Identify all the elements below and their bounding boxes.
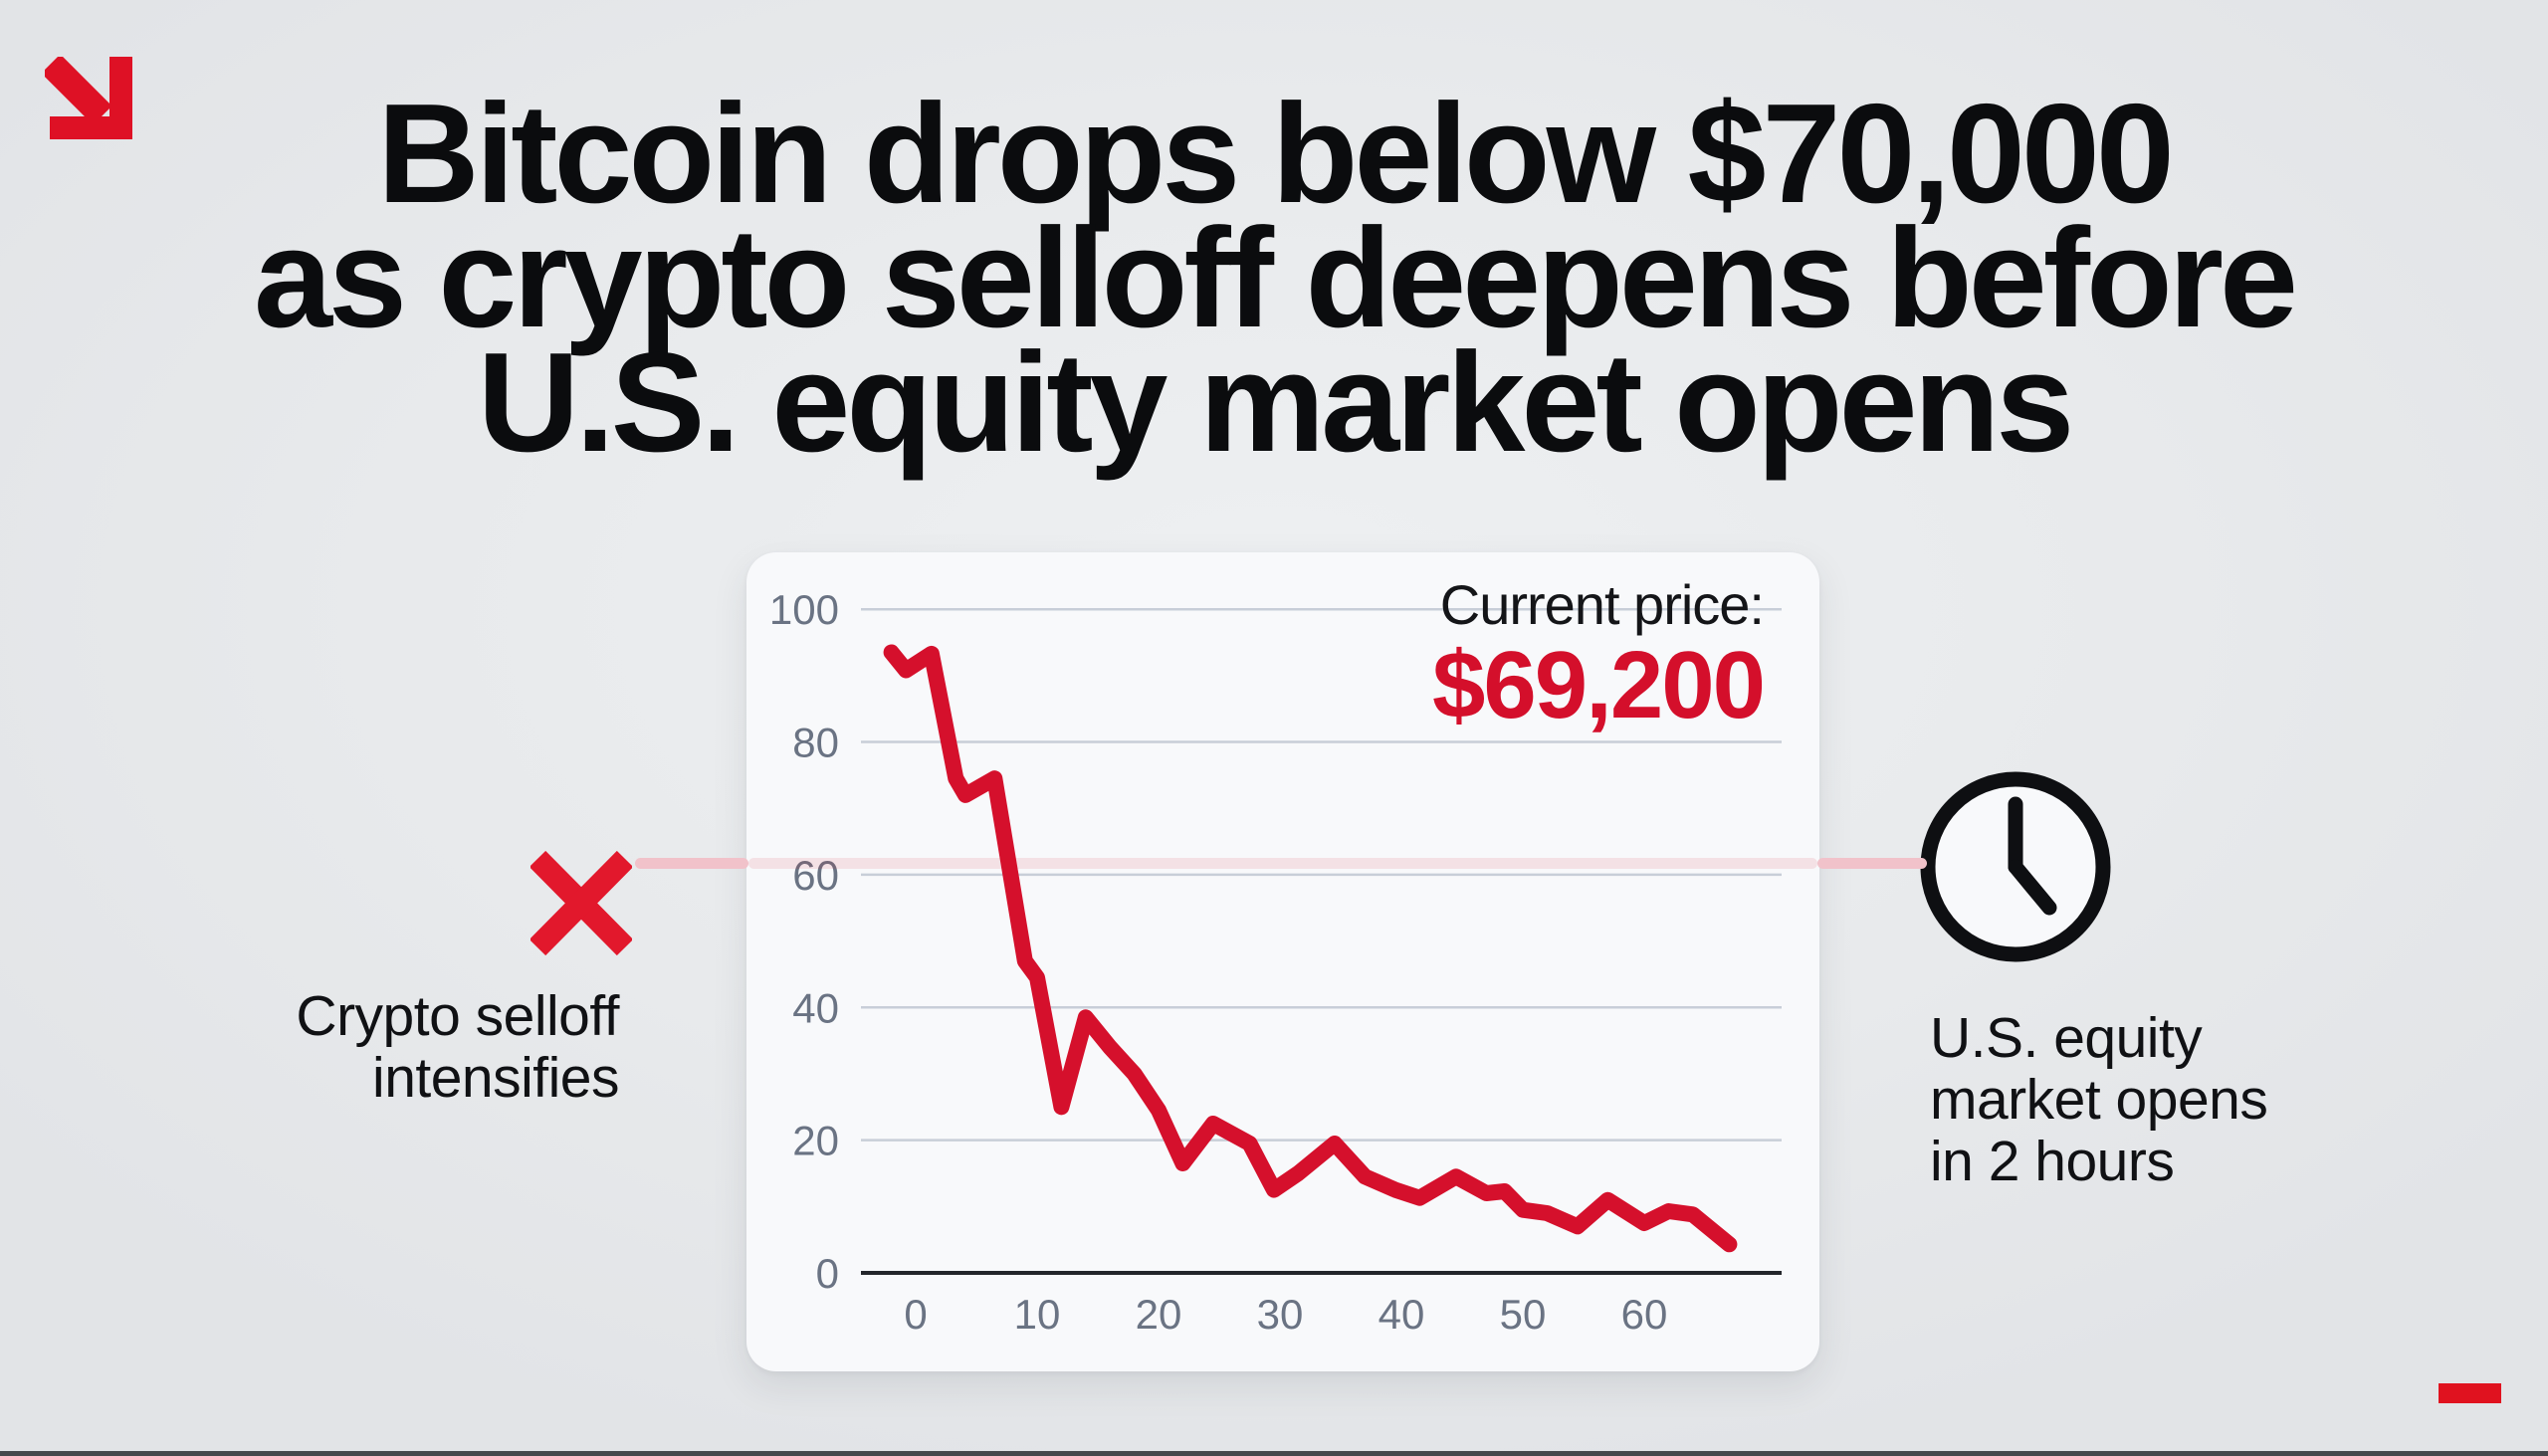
y-tick-label-40: 40 [792,984,839,1031]
current-price-label: Current price: [1439,573,1765,636]
x-icon [531,851,632,955]
x-tick-label-60: 60 [1621,1291,1668,1338]
y-tick-label-0: 0 [816,1250,839,1297]
left-callout-text: Crypto selloff intensifies [179,985,619,1109]
x-tick-label-40: 40 [1379,1291,1425,1338]
x-tick-label-10: 10 [1014,1291,1061,1338]
bitcoin-price-line-chart: 0 20 40 60 80 100 0 10 20 30 40 50 60 [769,586,1782,1338]
y-tick-label-60: 60 [792,852,839,899]
x-tick-label-30: 30 [1257,1291,1304,1338]
right-connector-line [1817,858,1927,869]
arrow-down-right-icon [45,57,132,139]
right-callout-line-3: in 2 hours [1930,1130,2175,1193]
y-tick-label-20: 20 [792,1118,839,1164]
x-tick-label-0: 0 [904,1291,927,1338]
right-callout-text: U.S. equity market opens in 2 hours [1930,1007,2408,1192]
headline-line-2: as crypto selloff deepens before [254,199,2298,357]
corner-dash [2439,1383,2501,1403]
y-tick-label-80: 80 [792,720,839,766]
left-callout-line-1: Crypto selloff [296,984,619,1048]
y-tick-label-100: 100 [769,586,839,633]
chart-card: 0 20 40 60 80 100 0 10 20 30 40 50 60 [746,552,1819,1371]
x-tick-label-20: 20 [1136,1291,1182,1338]
left-callout-line-2: intensifies [372,1046,619,1110]
x-tick-label-50: 50 [1500,1291,1547,1338]
clock-icon [1920,771,2111,962]
price-line-series [883,644,1738,1253]
right-callout-line-2: market opens [1930,1068,2268,1132]
current-price-value: $69,200 [1431,632,1766,738]
bottom-bar [0,1451,2548,1456]
right-callout-line-1: U.S. equity [1930,1006,2203,1070]
current-price-block: Current price: $69,200 [1431,573,1766,738]
left-connector-line [635,858,748,869]
headline-line-3: U.S. equity market opens [477,323,2075,482]
card-connector-line [748,858,1817,869]
headline-line-1: Bitcoin drops below $70,000 [377,75,2175,233]
headline: Bitcoin drops below $70,000 as crypto se… [0,75,2548,482]
